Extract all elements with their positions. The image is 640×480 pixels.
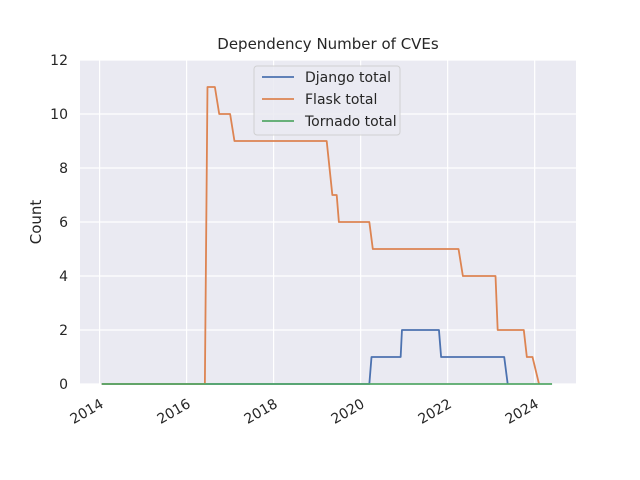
y-tick-label: 2 [59, 323, 68, 339]
y-tick-label: 8 [59, 161, 68, 177]
x-tick-label: 2018 [242, 396, 281, 428]
x-tick-label: 2022 [416, 396, 455, 428]
x-axis-ticks: 2014 2016 2018 2020 2022 2024 [68, 396, 542, 428]
series-line-flask-total [101, 86, 540, 385]
legend-label-flask: Flask total [305, 92, 377, 108]
legend: Django total Flask total Tornado total [253, 65, 401, 136]
x-tick-label: 2020 [329, 396, 368, 428]
y-tick-label: 6 [59, 215, 68, 231]
series-lines [101, 86, 553, 385]
y-axis-ticks: 0 2 4 6 8 10 12 [50, 53, 68, 393]
y-tick-label: 4 [59, 269, 68, 285]
y-tick-label: 12 [50, 53, 68, 69]
y-tick-label: 10 [50, 107, 68, 123]
series-line-django-total [101, 329, 509, 385]
x-tick-label: 2014 [68, 396, 107, 428]
chart-title: Dependency Number of CVEs [217, 35, 439, 53]
x-tick-label: 2024 [503, 396, 542, 428]
legend-label-django: Django total [305, 70, 391, 86]
y-tick-label: 0 [59, 377, 68, 393]
legend-box [253, 65, 401, 136]
y-axis-label: Count [27, 200, 45, 245]
x-tick-label: 2016 [155, 396, 194, 428]
legend-label-tornado: Tornado total [304, 114, 397, 130]
